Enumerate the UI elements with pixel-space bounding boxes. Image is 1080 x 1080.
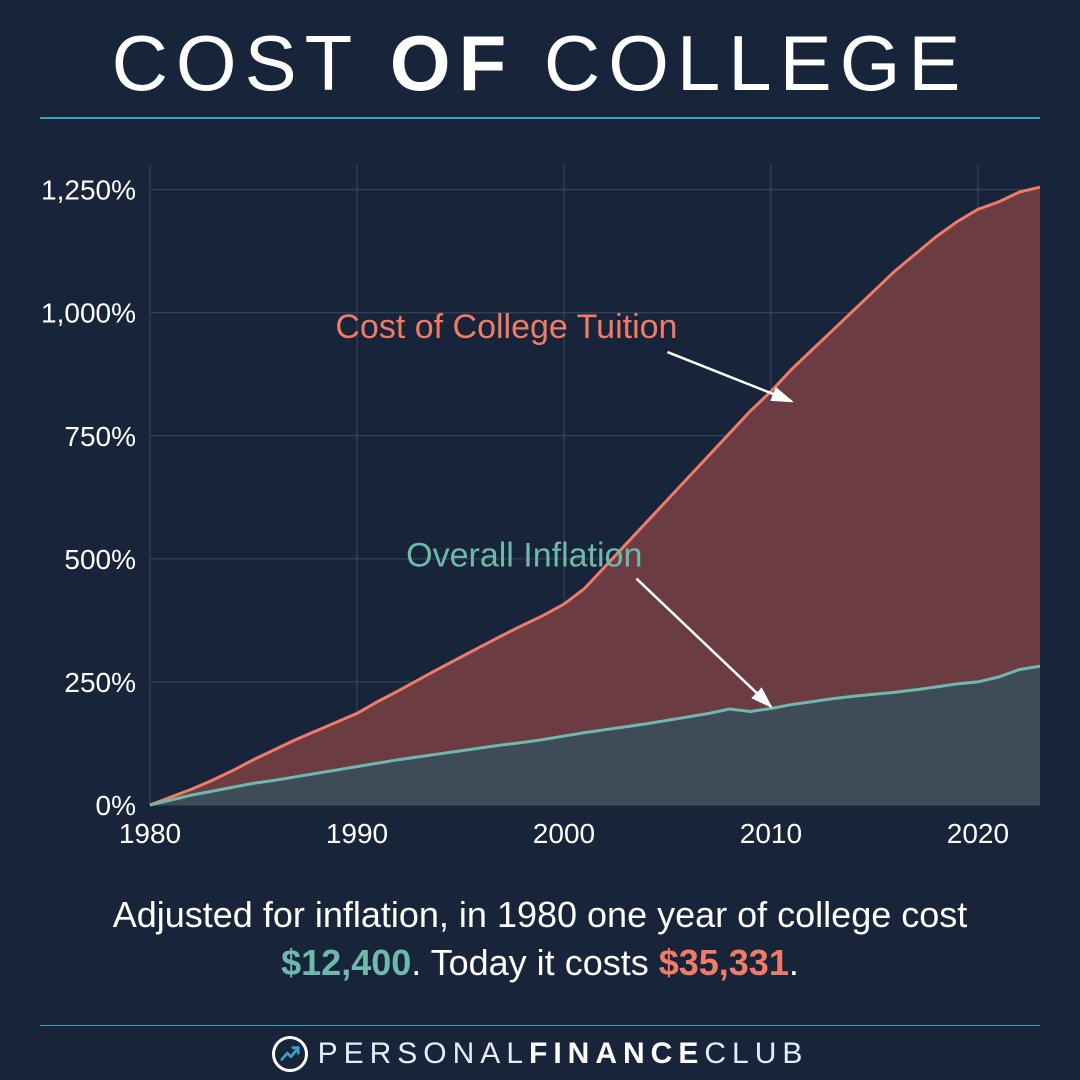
tuition-arrow-icon bbox=[667, 352, 791, 401]
y-tick-label: 0% bbox=[96, 790, 136, 821]
title-word-3: COLLEGE bbox=[544, 19, 968, 107]
y-tick-label: 250% bbox=[64, 667, 136, 698]
x-tick-label: 1990 bbox=[326, 818, 388, 849]
caption-mid: . Today it costs bbox=[411, 942, 658, 983]
caption-post: . bbox=[789, 942, 799, 983]
x-tick-label: 2000 bbox=[533, 818, 595, 849]
y-tick-label: 750% bbox=[64, 421, 136, 452]
brand-logo-icon bbox=[272, 1036, 308, 1072]
page-title: COST OF COLLEGE bbox=[40, 18, 1040, 119]
x-tick-label: 2020 bbox=[947, 818, 1009, 849]
brand-word-2: FINANCE bbox=[529, 1037, 704, 1070]
x-tick-label: 1980 bbox=[119, 818, 181, 849]
caption-pre: Adjusted for inflation, in 1980 one year… bbox=[113, 894, 968, 935]
caption-value-today: $35,331 bbox=[659, 942, 789, 983]
y-tick-label: 500% bbox=[64, 544, 136, 575]
y-tick-label: 1,000% bbox=[41, 298, 136, 329]
title-word-2: OF bbox=[390, 19, 514, 107]
brand-footer: PERSONALFINANCECLUB bbox=[40, 1025, 1040, 1072]
caption: Adjusted for inflation, in 1980 one year… bbox=[60, 891, 1020, 988]
brand-word-3: CLUB bbox=[704, 1037, 808, 1070]
tuition-label: Cost of College Tuition bbox=[335, 308, 677, 346]
y-tick-label: 1,250% bbox=[41, 175, 136, 206]
title-word-1: COST bbox=[112, 19, 361, 107]
x-tick-label: 2010 bbox=[740, 818, 802, 849]
inflation-label: Overall Inflation bbox=[406, 537, 642, 575]
brand-word-1: PERSONAL bbox=[318, 1037, 529, 1070]
cost-chart: 0% 250% 500% 750% 1,000% 1,250% 1980 1990 2000 20… bbox=[40, 155, 1050, 865]
caption-value-1980: $12,400 bbox=[281, 942, 411, 983]
